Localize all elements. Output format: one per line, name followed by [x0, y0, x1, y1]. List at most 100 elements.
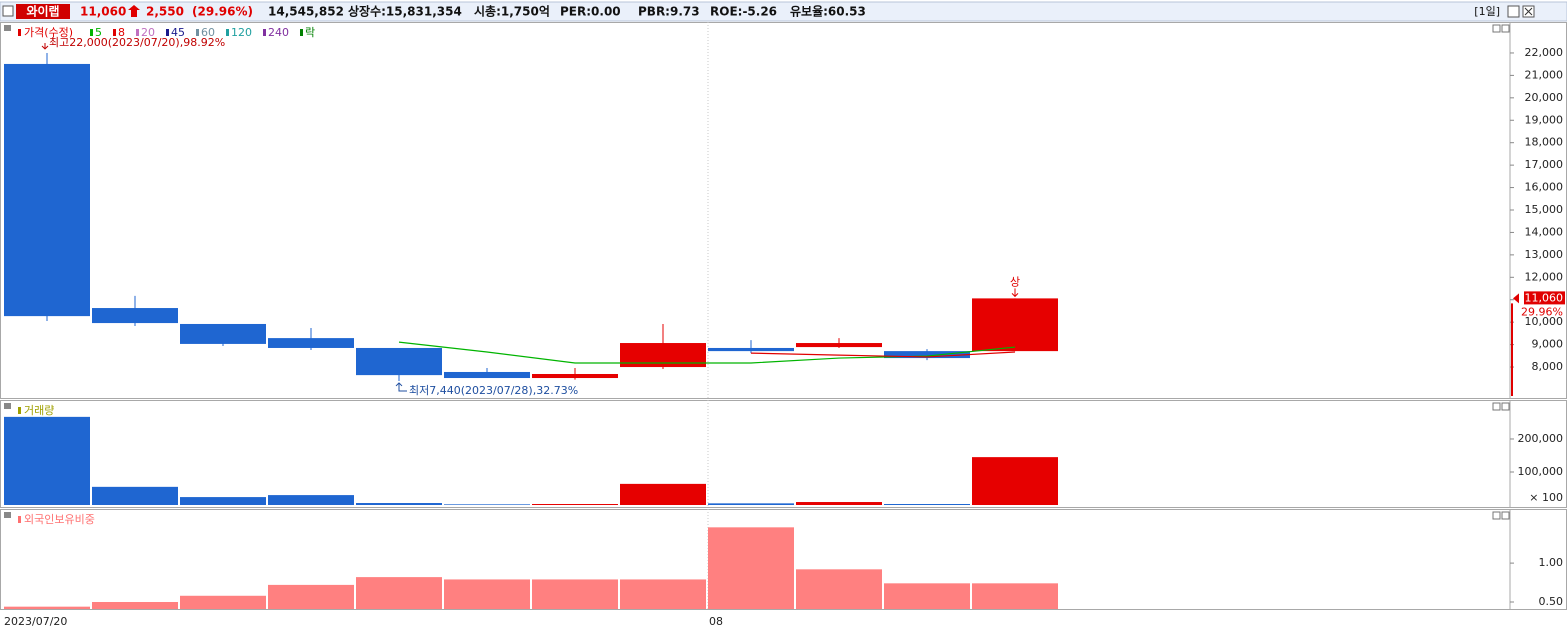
title-marker [18, 29, 21, 36]
y-tick-label: 16,000 [1525, 181, 1564, 194]
y-tick-label: 18,000 [1525, 136, 1564, 149]
change: 2,550 [146, 5, 184, 19]
low-arrow [395, 382, 407, 392]
bar [708, 503, 794, 505]
x-tick-label: 2023/07/20 [4, 615, 67, 628]
legend-label: 20 [141, 26, 155, 39]
y-tick-label: 14,000 [1525, 225, 1564, 238]
legend-marker [226, 29, 229, 36]
bar [444, 504, 530, 505]
per: PER:0.00 [560, 5, 621, 19]
y-tick-label: 0.50 [1539, 595, 1564, 608]
legend-marker [166, 29, 169, 36]
candle-body [92, 308, 178, 324]
legend-marker [90, 29, 93, 36]
y-unit: × 100 [1529, 491, 1563, 504]
bar [92, 486, 178, 505]
name-box [16, 4, 70, 19]
candle-body [4, 63, 90, 317]
bar [796, 569, 882, 609]
panel-button[interactable] [1492, 24, 1501, 33]
y-tick-label: 17,000 [1525, 158, 1564, 171]
bar [180, 595, 266, 609]
bar [444, 579, 530, 609]
period[interactable]: [1일] [1474, 4, 1500, 18]
bar [356, 503, 442, 505]
price-tag-arrow [1513, 293, 1519, 304]
candle-body [268, 338, 354, 348]
y-tick-label: 1.00 [1539, 556, 1564, 569]
legend-label: 60 [201, 26, 215, 39]
bar [620, 483, 706, 505]
panel-title: 가격(수정) [24, 26, 73, 39]
bar [356, 577, 442, 609]
panel-button[interactable] [1492, 402, 1501, 411]
candle-body [708, 347, 794, 352]
legend-marker [136, 29, 139, 36]
high-annotation: 최고22,000(2023/07/20),98.92% [49, 36, 225, 49]
legend-label: 45 [171, 26, 185, 39]
candle-body [884, 351, 970, 359]
bar [620, 579, 706, 609]
last-change: 29.96% [1521, 305, 1563, 318]
checkbox[interactable] [2, 5, 14, 17]
panel-button[interactable] [1501, 402, 1510, 411]
bar [708, 527, 794, 609]
bar [4, 606, 90, 609]
panel-menu [4, 25, 11, 31]
bar [180, 497, 266, 505]
change-pct: (29.96%) [192, 5, 253, 19]
y-tick-label: 100,000 [1518, 465, 1564, 478]
legend-marker [300, 29, 303, 36]
panel-title: 거래량 [24, 404, 54, 417]
roe: ROE:-5.26 [710, 5, 777, 19]
high-arrow [41, 42, 49, 50]
price: 11,060 [80, 5, 126, 19]
legend-label: 8 [118, 26, 125, 39]
bar [532, 579, 618, 609]
y-tick-label: 10,000 [1525, 315, 1564, 328]
panel-button[interactable] [1501, 24, 1510, 33]
bar [268, 495, 354, 505]
y-tick-label: 19,000 [1525, 113, 1564, 126]
last-price: 11,060 [1525, 291, 1564, 304]
legend-label: 240 [268, 26, 289, 39]
limit-up: 상 [1010, 275, 1020, 288]
candle-body [796, 343, 882, 348]
legend-marker [113, 29, 116, 36]
legend-marker [196, 29, 199, 36]
bar [532, 504, 618, 505]
bar [92, 602, 178, 609]
panel-button[interactable] [1501, 511, 1510, 520]
window-button[interactable] [1507, 5, 1520, 18]
x-tick-label: 08 [709, 615, 723, 628]
bar [972, 583, 1058, 609]
bar [796, 502, 882, 505]
header-bar [0, 1, 1567, 22]
up-arrow [128, 5, 140, 17]
legend-label: 락 [305, 26, 315, 39]
y-tick-label: 22,000 [1525, 46, 1564, 59]
y-tick-label: 8,000 [1532, 360, 1564, 373]
limit-up-arrow [1011, 288, 1019, 298]
pbr: PBR:9.73 [638, 5, 700, 19]
y-tick-label: 15,000 [1525, 203, 1564, 216]
reserve: 유보율:60.53 [790, 5, 866, 19]
bar [884, 583, 970, 609]
y-tick-label: 20,000 [1525, 91, 1564, 104]
bar [4, 416, 90, 505]
candle-body [532, 373, 618, 379]
candle-body [972, 298, 1058, 352]
y-tick-label: 12,000 [1525, 270, 1564, 283]
stock-name: 와이랩 [26, 4, 59, 19]
panel-button[interactable] [1492, 511, 1501, 520]
market-cap: 시총:1,750억 [474, 4, 550, 19]
bar [268, 584, 354, 609]
title-marker [18, 407, 21, 414]
listed: 상장수:15,831,354 [348, 4, 462, 19]
low-annotation: 최저7,440(2023/07/28),32.73% [409, 384, 578, 397]
title-marker [18, 516, 21, 523]
